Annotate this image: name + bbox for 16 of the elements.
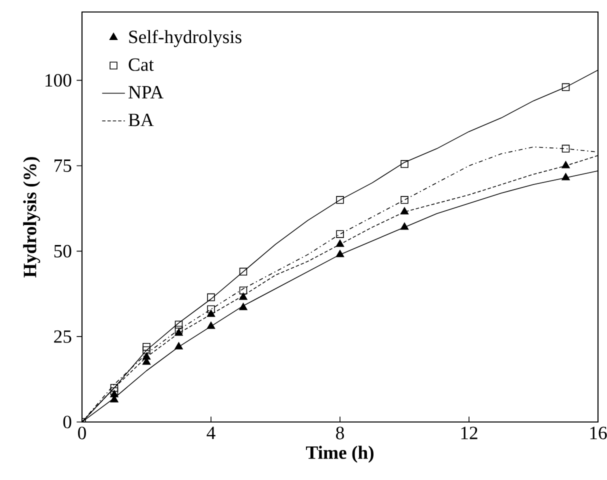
x-tick-label: 8 xyxy=(336,426,344,440)
x-tick-label: 12 xyxy=(461,426,478,440)
y-tick-label: 100 xyxy=(46,74,72,87)
x-tick-label: 16 xyxy=(590,426,607,440)
y-tick-label: 0 xyxy=(63,416,72,428)
x-tick-label: 0 xyxy=(78,426,86,440)
legend-label: Cat xyxy=(128,58,154,71)
legend-label: BA xyxy=(128,114,154,126)
y-tick-label: 75 xyxy=(54,160,72,172)
y-tick-label: 25 xyxy=(54,330,72,343)
legend-label: NPA xyxy=(128,86,164,98)
x-axis-title: Time (h) xyxy=(306,446,374,463)
legend-label: Self-hydrolysis xyxy=(129,30,242,48)
y-axis-title: Hydrolysis (%) xyxy=(23,157,40,278)
x-tick-label: 4 xyxy=(206,426,216,439)
y-tick-label: 50 xyxy=(54,244,72,258)
